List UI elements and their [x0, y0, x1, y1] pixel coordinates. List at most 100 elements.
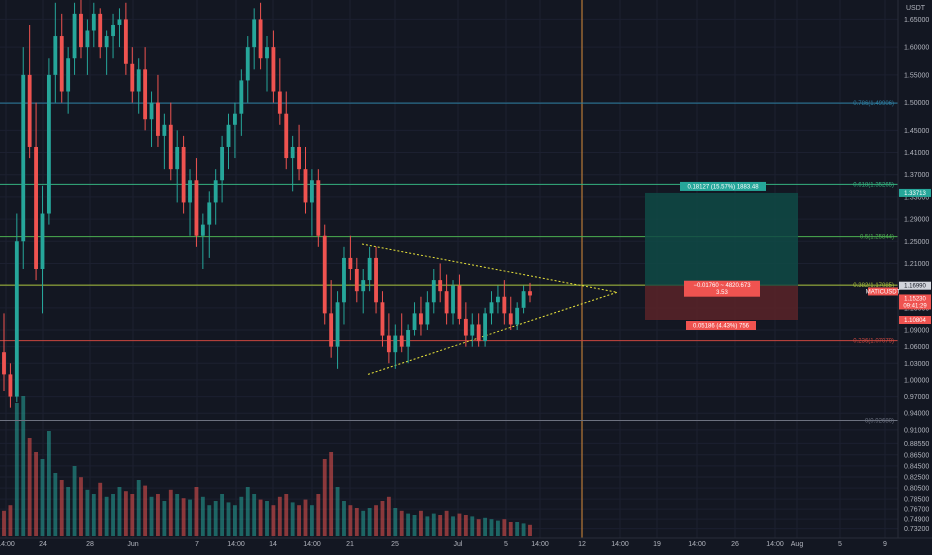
- candle-body: [265, 47, 269, 59]
- candle-body: [252, 19, 257, 48]
- candle-body: [91, 13, 96, 31]
- volume-bar: [117, 487, 122, 536]
- stop-label-box: [686, 321, 756, 331]
- candle-body: [111, 24, 115, 37]
- volume-bar: [380, 501, 385, 536]
- candle-body: [220, 146, 225, 181]
- volume-bar: [168, 489, 173, 536]
- candle-body: [2, 352, 6, 375]
- volume-bar: [496, 520, 500, 536]
- volume-bar: [361, 510, 366, 536]
- y-tick-label: 1.03000: [904, 361, 929, 368]
- volume-bar: [348, 505, 353, 536]
- candle-body: [297, 146, 301, 170]
- candle-body: [117, 19, 122, 25]
- volume-bar: [200, 496, 205, 536]
- volume-bar: [72, 466, 77, 536]
- volume-bar: [367, 508, 372, 536]
- volume-bar: [515, 522, 520, 536]
- volume-bar: [188, 499, 192, 536]
- volume-bar: [438, 515, 443, 536]
- candle-body: [271, 47, 276, 92]
- volume-bar: [470, 516, 475, 536]
- volume-bar: [335, 487, 340, 536]
- candle-body: [156, 102, 160, 136]
- volume-bar: [412, 515, 417, 536]
- volume-bar: [457, 513, 462, 536]
- candle-body: [470, 324, 475, 336]
- candle-body: [104, 36, 109, 48]
- profit-zone[interactable]: [645, 192, 798, 286]
- volume-bar: [463, 515, 468, 536]
- candle-body: [136, 69, 141, 92]
- x-tick-label: 14:00: [227, 541, 245, 548]
- volume-bar: [393, 508, 398, 536]
- volume-bar: [483, 517, 488, 536]
- volume-bar: [425, 516, 430, 536]
- candle-body: [438, 280, 443, 292]
- fib-level-label: 0.5(1.25844): [860, 235, 894, 241]
- candle-body: [53, 36, 58, 75]
- x-tick-label: 14: [269, 541, 277, 548]
- volume-bar: [2, 510, 6, 536]
- y-tick-label: 1.37000: [904, 172, 929, 179]
- position-center-box: [684, 280, 760, 297]
- candle-body: [284, 113, 289, 159]
- long-position-tool[interactable]: 0.18127 (15.57%) 1883.48 0.05186 (4.43%) …: [645, 181, 798, 331]
- x-tick-label: 14:00: [766, 541, 784, 548]
- y-tick-label: 0.86500: [904, 452, 929, 459]
- x-tick-label: Jun: [127, 541, 138, 548]
- candle-body: [412, 313, 417, 331]
- volume-bar: [143, 485, 148, 536]
- price-tag-box: [899, 188, 931, 197]
- candle-body: [162, 124, 167, 136]
- candle-body: [46, 74, 51, 214]
- candle-body: [258, 19, 263, 59]
- position-center-label-2: 3.53: [716, 290, 728, 296]
- candle-body: [386, 335, 391, 353]
- price-axis[interactable]: USDT 1.65000 1.60000 1.55000 1.50000 1.45000 1…: [897, 0, 929, 538]
- volume-bar: [27, 438, 32, 536]
- candle-body: [342, 257, 346, 303]
- candle-body: [21, 74, 26, 242]
- candle-body: [14, 241, 19, 397]
- y-tick-label: 1.60000: [904, 45, 929, 52]
- y-tick-label: 0.84500: [904, 463, 929, 470]
- candle-body: [27, 74, 32, 147]
- y-tick-label: 0.97000: [904, 394, 929, 401]
- volume-bar: [277, 496, 282, 536]
- y-tick-label: 0.74900: [904, 517, 929, 524]
- candle-body: [188, 180, 192, 203]
- volume-bar: [85, 489, 90, 536]
- y-tick-label: 1.50000: [904, 100, 929, 107]
- candle-body: [483, 313, 488, 342]
- price-tag-label: 09:41:29: [903, 303, 927, 309]
- x-tick-label: 5: [838, 541, 842, 548]
- candle-body: [143, 69, 148, 120]
- candle-body: [348, 257, 353, 269]
- candle-body: [489, 302, 494, 314]
- time-axis[interactable]: 14:00 24 28 Jun 7 14:00 14 14:00 21 25 Jul 5 14:00 12…: [0, 537, 932, 548]
- volume-bar: [521, 523, 526, 536]
- volume-bar: [149, 496, 154, 536]
- volume-bar: [162, 501, 167, 536]
- candle-body: [515, 307, 520, 325]
- candle-body: [194, 180, 199, 236]
- volume-bar: [406, 513, 411, 536]
- candle-body: [181, 146, 186, 203]
- candle-body: [213, 180, 218, 203]
- candle-body: [521, 291, 526, 308]
- candle-body: [316, 180, 321, 236]
- volume-bar: [284, 494, 289, 536]
- volume-bar: [175, 494, 180, 536]
- triangle-upper-trendline[interactable]: [361, 243, 618, 293]
- y-tick-label: 0.76700: [904, 507, 929, 514]
- triangle-pattern[interactable]: [361, 243, 618, 375]
- candle-body: [528, 291, 532, 296]
- volume-bar: [303, 499, 308, 536]
- candle-body: [239, 80, 244, 114]
- candle-body: [322, 235, 327, 314]
